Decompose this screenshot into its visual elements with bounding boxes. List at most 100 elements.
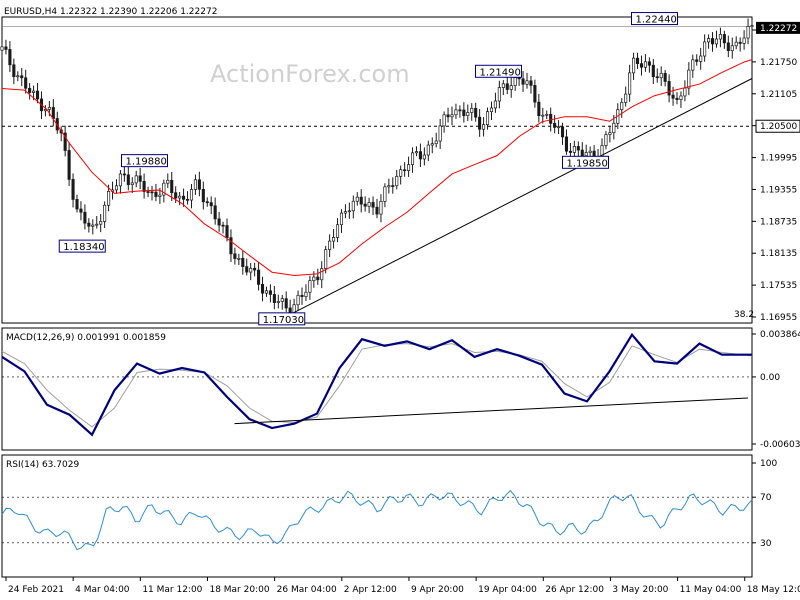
candle-body [545,113,549,116]
candle-body [588,150,592,153]
candle-body [16,75,20,78]
candle-body [608,132,612,135]
candle-body [71,179,75,200]
candle-body [557,126,561,129]
price-annotation-box [121,154,168,168]
candle-body [434,140,438,145]
candle-body [0,46,4,51]
candle-body [687,69,691,89]
candle-body [683,87,687,97]
fib-level-label: 38.2 [734,310,754,320]
candle-body [8,49,12,66]
candle-body [300,294,304,297]
candle-body [162,182,166,196]
candle-body [604,134,608,146]
candle-body [257,269,261,285]
candle-body [63,132,67,151]
candle-body [296,294,300,306]
candle-body [541,114,545,117]
candle-body [679,95,683,100]
candle-body [426,144,430,156]
price-annotation-label: 1.19880 [126,157,167,168]
candle-body [722,34,726,44]
candle-body [264,290,269,294]
candle-body [383,186,387,202]
watermark-text: ActionForex.com [210,60,410,88]
candle-body [209,202,213,207]
x-tick-label: 24 Feb 2021 [8,585,64,595]
candle-body [612,122,616,134]
x-tick-label: 26 Mar 04:00 [277,585,337,595]
candle-body [284,298,288,309]
candle-body [379,201,383,215]
candle-body [32,90,36,93]
candle-body [146,191,150,193]
macd-signal-line [1,343,753,428]
candle-body [742,37,746,44]
candle-body [185,198,190,201]
candle-body [182,195,186,200]
macd-trendline [234,397,749,425]
candle-body [158,194,162,197]
candle-body [632,57,636,74]
candle-body [628,72,632,95]
candle-body [474,107,478,118]
rsi-tick-label: 100 [760,459,777,469]
macd-tick-label: 0.003864 [760,330,800,340]
candle-body [367,202,371,207]
price-annotation-label: 1.19850 [567,158,608,169]
candle-body [205,201,209,204]
candle-body [237,257,241,260]
x-tick-label: 11 Mar 12:00 [142,585,202,595]
candle-body [130,182,134,186]
hline-price-label: 1.20500 [760,122,797,132]
price-annotation-label: 1.21490 [480,67,521,78]
x-tick-label: 26 Apr 12:00 [545,585,604,595]
candle-body [166,179,170,184]
candle-body [560,126,565,138]
candle-body [624,93,628,103]
candle-body [4,46,8,50]
candle-body [651,64,655,78]
candle-body [407,164,411,171]
candle-body [47,107,51,110]
candle-body [359,196,363,205]
x-tick-label: 18 May 12:00 [747,585,800,595]
candle-body [580,149,584,157]
candle-body [347,210,351,213]
candle-body [584,152,588,157]
x-tick-label: 9 Apr 20:00 [411,585,464,595]
candle-body [568,150,572,153]
price-header: EURUSD,H4 1.22322 1.22390 1.22206 1.2227… [4,7,217,17]
x-tick-label: 19 Apr 04:00 [478,585,537,595]
candle-body [501,83,505,88]
candle-body [714,38,719,45]
candle-body [308,280,312,293]
macd-line [1,332,752,437]
candle-body [667,81,671,96]
price-annotation-box [631,12,678,26]
price-tick-label: 1.18135 [760,249,797,259]
candle-body [67,150,71,180]
candle-body [193,179,197,190]
candle-body [138,175,142,182]
price-annotation-box [258,312,306,326]
candle-body [91,224,95,227]
candle-body [154,191,158,197]
candle-body [233,253,237,259]
candle-body [549,113,553,124]
candle-body [707,38,711,43]
candle-body [35,90,40,100]
candle-body [391,185,395,187]
candle-body [410,152,415,166]
candle-body [339,212,344,226]
candle-body [509,85,513,90]
candle-body [458,109,462,112]
candle-body [134,175,138,184]
candle-body [260,284,265,294]
candle-body [355,196,359,202]
candle-body [83,211,87,224]
candle-body [399,169,403,177]
candle-body [699,55,703,62]
